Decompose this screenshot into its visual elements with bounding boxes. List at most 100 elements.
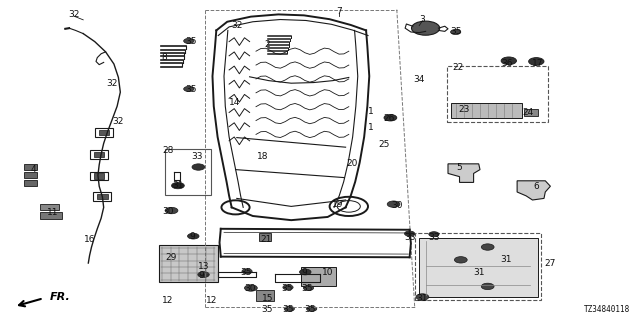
Bar <box>259 233 271 241</box>
Bar <box>93 192 111 201</box>
Text: 35: 35 <box>282 305 294 314</box>
Circle shape <box>244 285 257 291</box>
Text: 32: 32 <box>68 10 79 19</box>
Bar <box>24 164 37 170</box>
Text: 35: 35 <box>305 305 316 314</box>
Circle shape <box>384 115 397 121</box>
Bar <box>40 212 62 219</box>
Text: 1: 1 <box>369 108 374 116</box>
Text: 20: 20 <box>346 159 358 168</box>
Text: 15: 15 <box>262 294 273 303</box>
Text: TZ34840118: TZ34840118 <box>584 305 630 314</box>
Text: 35: 35 <box>281 284 292 293</box>
Text: 35: 35 <box>262 305 273 314</box>
Text: 35: 35 <box>185 37 196 46</box>
Bar <box>90 172 108 180</box>
Text: 17: 17 <box>532 60 543 68</box>
Text: 33: 33 <box>404 233 415 242</box>
Text: 18: 18 <box>257 152 268 161</box>
Text: 35: 35 <box>450 28 461 36</box>
Bar <box>90 150 108 159</box>
Text: 11: 11 <box>47 208 58 217</box>
Bar <box>451 103 522 118</box>
Circle shape <box>451 29 461 35</box>
Bar <box>24 180 37 186</box>
Text: 29: 29 <box>166 253 177 262</box>
Text: 30: 30 <box>391 201 403 210</box>
Text: 9: 9 <box>199 271 204 280</box>
Circle shape <box>184 86 194 92</box>
Text: FR.: FR. <box>50 292 70 302</box>
Text: 32: 32 <box>113 117 124 126</box>
Circle shape <box>188 233 199 239</box>
Bar <box>24 172 37 178</box>
Text: 21: 21 <box>260 236 271 244</box>
Bar <box>40 204 59 210</box>
Circle shape <box>172 182 184 189</box>
Text: 6: 6 <box>534 182 539 191</box>
Text: 35: 35 <box>185 85 196 94</box>
Text: 22: 22 <box>452 63 463 72</box>
Circle shape <box>501 57 516 65</box>
Bar <box>419 238 538 297</box>
Text: 30: 30 <box>244 284 255 293</box>
Text: 4: 4 <box>31 165 36 174</box>
Text: 23: 23 <box>458 105 470 114</box>
Bar <box>256 290 274 301</box>
Text: 13: 13 <box>198 262 209 271</box>
Circle shape <box>303 285 314 291</box>
Circle shape <box>242 269 252 274</box>
Text: 30: 30 <box>162 207 173 216</box>
Text: 31: 31 <box>417 294 428 303</box>
Circle shape <box>529 58 544 65</box>
Bar <box>94 152 104 157</box>
Bar <box>415 233 541 300</box>
Text: 25: 25 <box>378 140 390 149</box>
Bar <box>524 109 538 116</box>
Text: 3: 3 <box>420 15 425 24</box>
Circle shape <box>198 272 209 277</box>
Polygon shape <box>517 181 550 200</box>
Text: 10: 10 <box>322 268 333 277</box>
Text: 34: 34 <box>413 76 425 84</box>
Circle shape <box>192 164 205 170</box>
Circle shape <box>165 207 178 214</box>
Text: 24: 24 <box>522 108 534 117</box>
Text: 2: 2 <box>265 40 270 49</box>
Text: 9: 9 <box>189 232 195 241</box>
Text: 32: 32 <box>231 21 243 30</box>
Bar <box>301 267 336 286</box>
Circle shape <box>284 306 294 311</box>
Bar <box>447 66 548 122</box>
Text: 9: 9 <box>301 268 307 277</box>
Circle shape <box>429 232 439 237</box>
Circle shape <box>412 21 440 35</box>
Text: 32: 32 <box>106 79 118 88</box>
Polygon shape <box>448 164 480 182</box>
Text: 35: 35 <box>241 268 252 277</box>
Circle shape <box>481 244 494 250</box>
Text: 1: 1 <box>369 124 374 132</box>
Text: 12: 12 <box>162 296 173 305</box>
Circle shape <box>481 283 494 290</box>
Bar <box>94 173 104 179</box>
Circle shape <box>454 257 467 263</box>
Circle shape <box>416 294 429 300</box>
Circle shape <box>184 38 194 44</box>
Text: 8: 8 <box>162 53 167 62</box>
Bar <box>165 149 211 195</box>
Bar <box>97 194 108 199</box>
Text: 33: 33 <box>191 152 203 161</box>
Text: 16: 16 <box>84 236 95 244</box>
Text: 31: 31 <box>172 181 184 190</box>
Circle shape <box>404 231 415 236</box>
Text: 7: 7 <box>337 7 342 16</box>
Text: 27: 27 <box>545 259 556 268</box>
Text: 31: 31 <box>500 255 511 264</box>
Text: 36: 36 <box>502 60 513 68</box>
Text: 33: 33 <box>428 233 440 242</box>
Circle shape <box>283 285 293 290</box>
Bar <box>95 128 113 137</box>
Circle shape <box>307 306 317 311</box>
Text: 28: 28 <box>162 146 173 155</box>
